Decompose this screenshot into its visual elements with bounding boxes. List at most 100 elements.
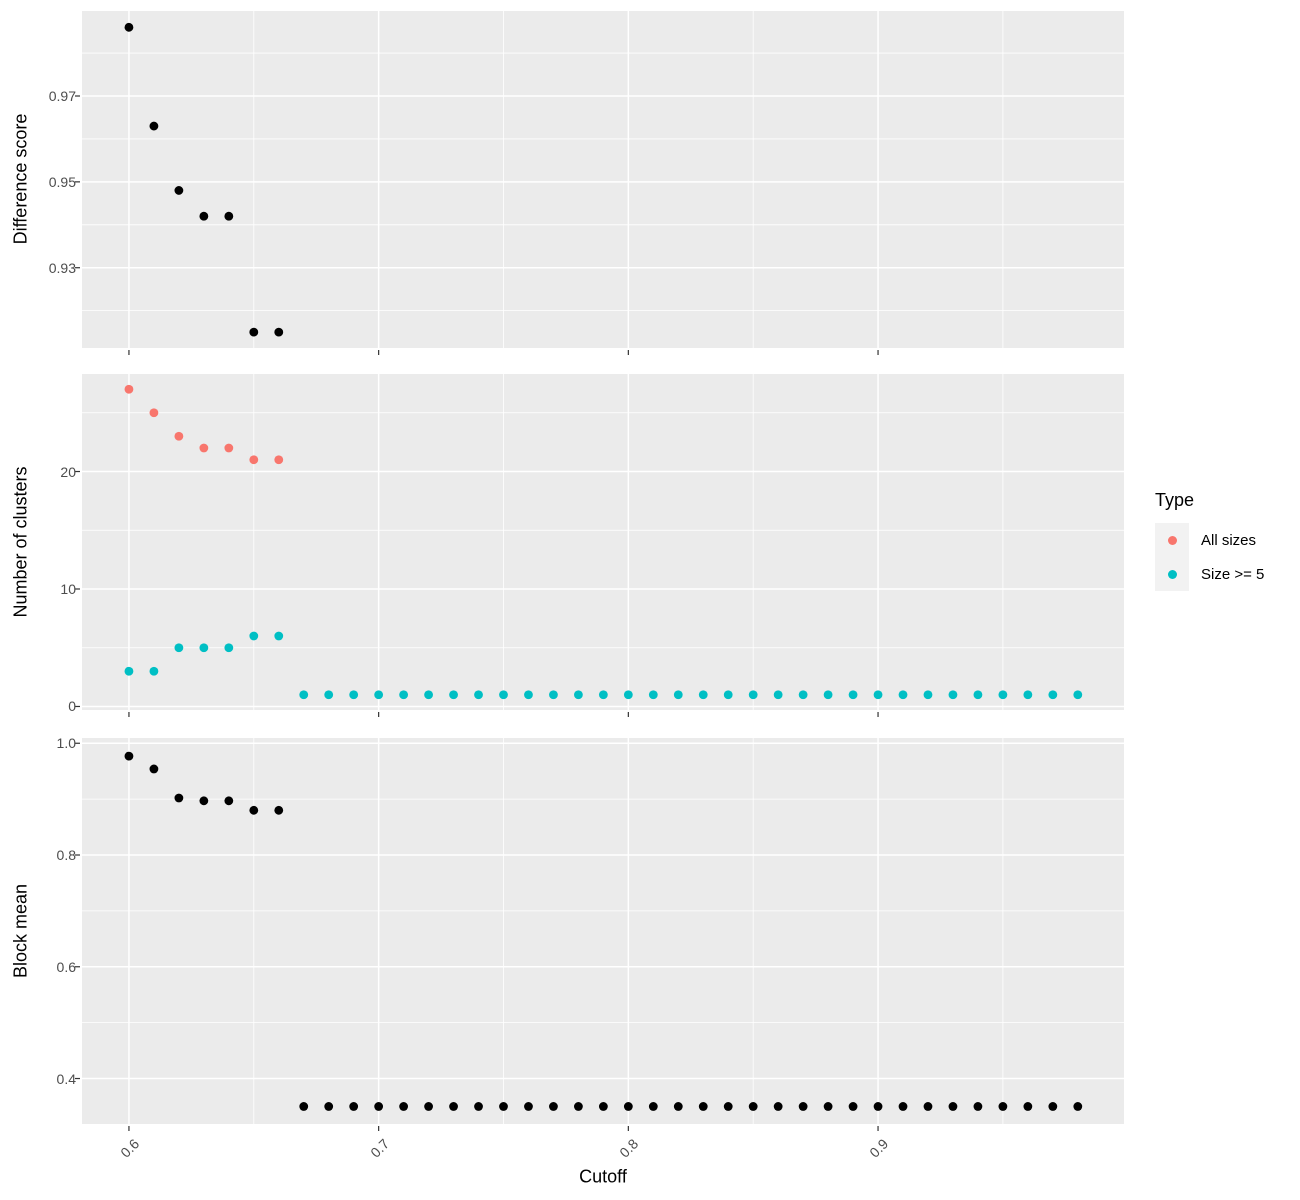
legend-label: All sizes: [1201, 531, 1257, 549]
legend-item: All sizes: [1155, 523, 1264, 557]
data-point: [748, 1102, 758, 1111]
data-point: [249, 805, 259, 815]
data-point: [149, 408, 159, 418]
data-point: [399, 690, 409, 700]
data-point: [723, 1102, 733, 1111]
legend-item: Size >= 5: [1155, 557, 1264, 591]
y-tick-label: 0.93: [48, 259, 76, 276]
y-tick-label: 0.97: [48, 88, 76, 104]
data-point: [324, 690, 334, 700]
data-point: [948, 1102, 958, 1111]
data-point: [449, 690, 458, 700]
plot-area: [75, 11, 1124, 355]
data-point: [524, 1102, 533, 1111]
data-point: [224, 643, 234, 653]
data-point: [399, 1102, 409, 1111]
data-point: [848, 690, 858, 700]
data-point: [574, 1102, 583, 1111]
data-point: [274, 327, 284, 337]
data-point: [823, 1102, 833, 1111]
data-point: [1023, 690, 1033, 700]
data-point: [648, 1102, 658, 1111]
plot-area: [75, 374, 1124, 717]
y-tick-label: 20: [60, 463, 76, 480]
legend-title: Type: [1155, 490, 1195, 510]
data-point: [1048, 1102, 1058, 1111]
data-point: [524, 690, 533, 700]
data-point: [998, 1102, 1008, 1111]
data-point: [549, 1102, 558, 1111]
data-point: [224, 443, 234, 453]
data-point: [124, 384, 134, 394]
data-point: [623, 690, 633, 700]
y-tick-label: 10: [60, 580, 76, 597]
y-tick-label: 0.6: [56, 958, 76, 975]
data-point: [798, 690, 808, 700]
data-point: [299, 1102, 309, 1111]
data-point: [574, 690, 583, 700]
x-axis-title: Cutoff: [579, 1166, 627, 1187]
data-point: [723, 690, 733, 700]
data-point: [773, 690, 783, 700]
data-point: [898, 690, 908, 700]
data-point: [199, 796, 209, 806]
data-point: [274, 805, 284, 815]
data-point: [349, 1102, 359, 1111]
data-point: [174, 186, 184, 195]
x-tick-label: 0.7: [366, 1135, 392, 1161]
x-tick-label: 0.9: [866, 1135, 892, 1161]
data-point: [124, 666, 134, 676]
data-point: [199, 443, 209, 453]
data-point: [1023, 1102, 1033, 1111]
data-point: [848, 1102, 858, 1111]
data-point: [549, 690, 558, 700]
data-point: [873, 690, 883, 700]
data-point: [923, 690, 933, 700]
data-point: [174, 793, 184, 803]
y-tick-label: 0.95: [48, 173, 76, 190]
data-point: [424, 690, 433, 700]
data-point: [773, 1102, 783, 1111]
data-point: [648, 690, 658, 700]
plot-area: [75, 738, 1124, 1131]
data-point: [698, 1102, 708, 1111]
data-point: [249, 327, 259, 337]
data-point: [199, 211, 209, 221]
data-point: [349, 690, 359, 700]
x-tick-label: 0.6: [117, 1135, 143, 1161]
data-point: [174, 643, 184, 653]
data-point: [898, 1102, 908, 1111]
data-point: [449, 1102, 458, 1111]
data-point: [149, 121, 159, 131]
data-point: [973, 690, 983, 700]
data-point: [698, 690, 708, 700]
y-tick-label: 0.4: [56, 1070, 76, 1087]
y-tick-label: 0: [68, 698, 76, 715]
data-point: [324, 1102, 334, 1111]
data-point: [873, 1102, 883, 1111]
data-point: [224, 211, 234, 221]
data-point: [374, 690, 384, 700]
legend-point-icon: [1167, 535, 1177, 545]
data-point: [499, 690, 508, 700]
data-point: [149, 666, 159, 676]
data-point: [1073, 1102, 1083, 1111]
legend: Type All sizes Size >= 5: [1155, 490, 1264, 591]
data-point: [149, 764, 159, 774]
legend-point-icon: [1167, 569, 1177, 579]
data-point: [474, 1102, 483, 1111]
data-point: [948, 690, 958, 700]
data-point: [274, 631, 284, 641]
data-point: [798, 1102, 808, 1111]
data-point: [623, 1102, 633, 1111]
data-point: [823, 690, 833, 700]
data-point: [673, 690, 683, 700]
data-point: [474, 690, 483, 700]
data-point: [174, 431, 184, 441]
legend-items: All sizes Size >= 5: [1155, 523, 1264, 591]
data-point: [923, 1102, 933, 1111]
data-point: [499, 1102, 508, 1111]
data-point: [673, 1102, 683, 1111]
data-point: [224, 796, 234, 806]
